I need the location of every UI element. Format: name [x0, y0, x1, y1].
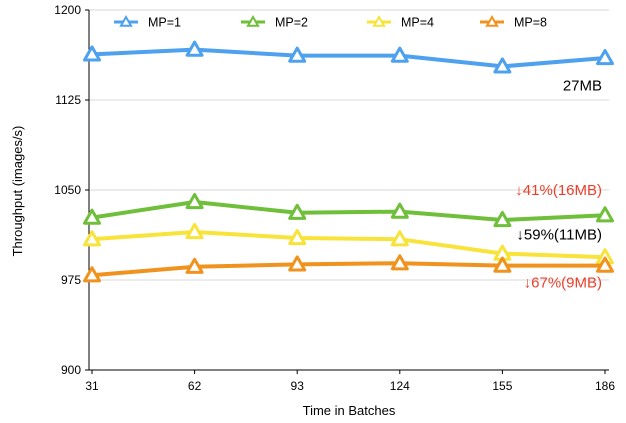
data-point [390, 230, 409, 247]
series-line [91, 261, 605, 278]
data-point [83, 266, 101, 283]
data-point [596, 206, 614, 223]
series-4 [83, 254, 614, 283]
annotation-label: ↓67%(9MB) [524, 274, 602, 291]
data-point [390, 46, 409, 63]
data-point [390, 254, 409, 271]
data-point [493, 57, 512, 74]
series-lines [83, 40, 614, 283]
x-tick-label: 62 [188, 379, 202, 393]
legend-label: MP=8 [514, 16, 547, 30]
x-tick-label: 124 [390, 379, 410, 393]
annotation-label: ↓59%(11MB) [516, 226, 602, 243]
annotation-label: ↓41%(16MB) [515, 182, 602, 199]
data-point [83, 230, 101, 247]
x-tick-label: 186 [595, 379, 615, 393]
data-point [288, 255, 307, 272]
legend-label: MP=2 [275, 16, 308, 30]
x-tick-labels: 31 62 93 124 155 186 [85, 379, 615, 393]
y-tick-label: 1050 [54, 183, 81, 197]
data-point [83, 45, 101, 62]
legend: MP=1 MP=2 MP=4 MP=8 [114, 14, 547, 30]
data-point [185, 40, 204, 57]
data-point [83, 208, 101, 225]
legend-marker-icon [372, 14, 386, 27]
y-tick-labels: 900 975 1050 1125 1200 [54, 3, 81, 377]
data-point [493, 256, 512, 273]
legend-item: MP=8 [480, 14, 547, 30]
grid-lines [89, 9, 609, 281]
data-point [493, 211, 512, 228]
y-tick-label: 975 [61, 273, 81, 287]
annotations: 27MB ↓41%(16MB) ↓59%(11MB) ↓67%(9MB) [515, 78, 602, 292]
y-tick-label: 1200 [54, 3, 81, 17]
data-point [185, 257, 204, 274]
legend-marker-icon [485, 14, 499, 27]
y-tick-label: 900 [61, 363, 81, 377]
annotation-label: 27MB [563, 78, 602, 95]
data-point [288, 203, 307, 220]
series-line [91, 47, 606, 69]
data-point [185, 193, 204, 210]
data-point [596, 256, 614, 273]
y-axis-title: Throughput (images/s) [10, 126, 25, 257]
data-point [288, 46, 307, 63]
data-point [288, 229, 307, 246]
legend-label: MP=1 [148, 16, 181, 30]
series-line [91, 200, 606, 222]
legend-marker-icon [246, 14, 260, 27]
series-line [91, 230, 606, 260]
data-point [596, 49, 614, 66]
legend-item: MP=1 [114, 14, 181, 30]
legend-item: MP=4 [367, 14, 434, 30]
series-2 [83, 193, 614, 228]
data-point [185, 223, 204, 240]
x-tick-label: 31 [85, 379, 99, 393]
legend-label: MP=4 [401, 16, 434, 30]
legend-marker-icon [119, 14, 133, 27]
series-3 [83, 223, 614, 265]
x-tick-label: 155 [492, 379, 512, 393]
series-1 [83, 40, 614, 74]
legend-item: MP=2 [241, 14, 308, 30]
x-axis-title: Time in Batches [303, 403, 396, 418]
x-tick-label: 93 [291, 379, 305, 393]
y-tick-label: 1125 [55, 93, 81, 107]
data-point [390, 202, 409, 219]
